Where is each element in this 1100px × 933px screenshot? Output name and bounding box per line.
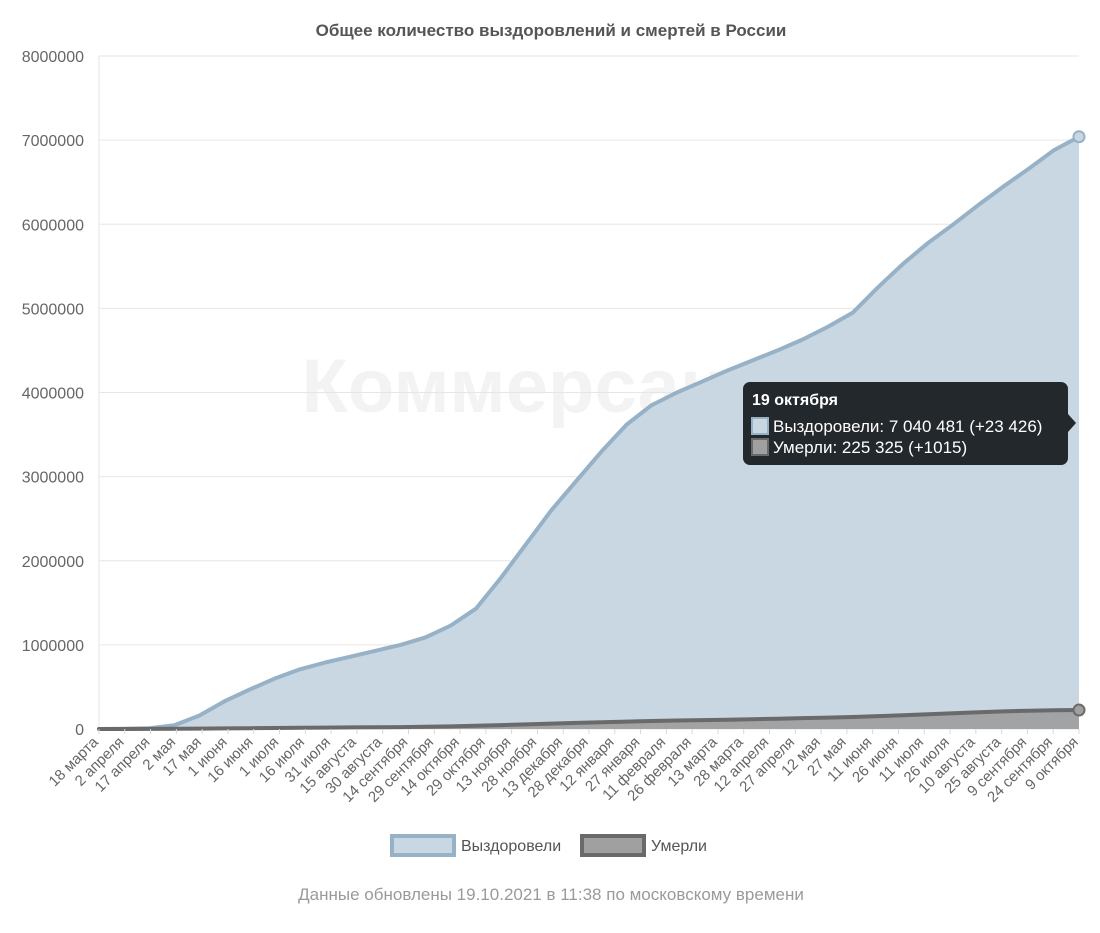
legend-item-deaths[interactable]: Умерли	[580, 834, 707, 857]
legend-swatch-recovered	[390, 834, 456, 857]
y-tick-label: 8000000	[22, 49, 84, 66]
tooltip-line-deaths: Умерли: 225 325 (+1015)	[773, 438, 967, 457]
update-note: Данные обновлены 19.10.2021 в 11:38 по м…	[298, 885, 804, 904]
tooltip-title: 19 октября	[752, 392, 838, 409]
legend-label-recovered: Выздоровели	[461, 838, 561, 855]
y-tick-label: 4000000	[22, 386, 84, 403]
y-tick-label: 2000000	[22, 554, 84, 571]
tooltip-swatch-recovered	[751, 417, 769, 435]
y-tick-label: 7000000	[22, 133, 84, 150]
series-area-deaths	[99, 710, 1079, 729]
series-line-recovered	[97, 134, 1081, 731]
y-tick-label: 6000000	[22, 217, 84, 234]
data-point-deaths-last[interactable]	[1072, 703, 1086, 717]
y-tick-label: 0	[75, 722, 84, 739]
y-tick-label: 5000000	[22, 301, 84, 318]
y-axis: 0 1000000 2000000 3000000 4000000 5000000 6000…	[22, 49, 84, 739]
data-point-recovered-last[interactable]	[1072, 130, 1086, 144]
legend-swatch-deaths	[580, 834, 646, 857]
legend-label-deaths: Умерли	[651, 838, 707, 855]
series-layer	[97, 130, 1086, 731]
tooltip-line-recovered: Выздоровели: 7 040 481 (+23 426)	[773, 417, 1042, 436]
legend: Выздоровели Умерли	[390, 834, 707, 857]
tooltip: 19 октября Выздоровели: 7 040 481 (+23 4…	[743, 382, 1076, 465]
tooltip-swatch-deaths	[751, 438, 769, 456]
legend-item-recovered[interactable]: Выздоровели	[390, 834, 561, 857]
series-area-recovered	[99, 136, 1079, 729]
tooltip-box	[743, 382, 1076, 465]
y-tick-label: 3000000	[22, 470, 84, 487]
series-line-deaths	[97, 708, 1081, 731]
y-tick-label: 1000000	[22, 638, 84, 655]
chart-title: Общее количество выздоровлений и смертей…	[316, 21, 787, 40]
